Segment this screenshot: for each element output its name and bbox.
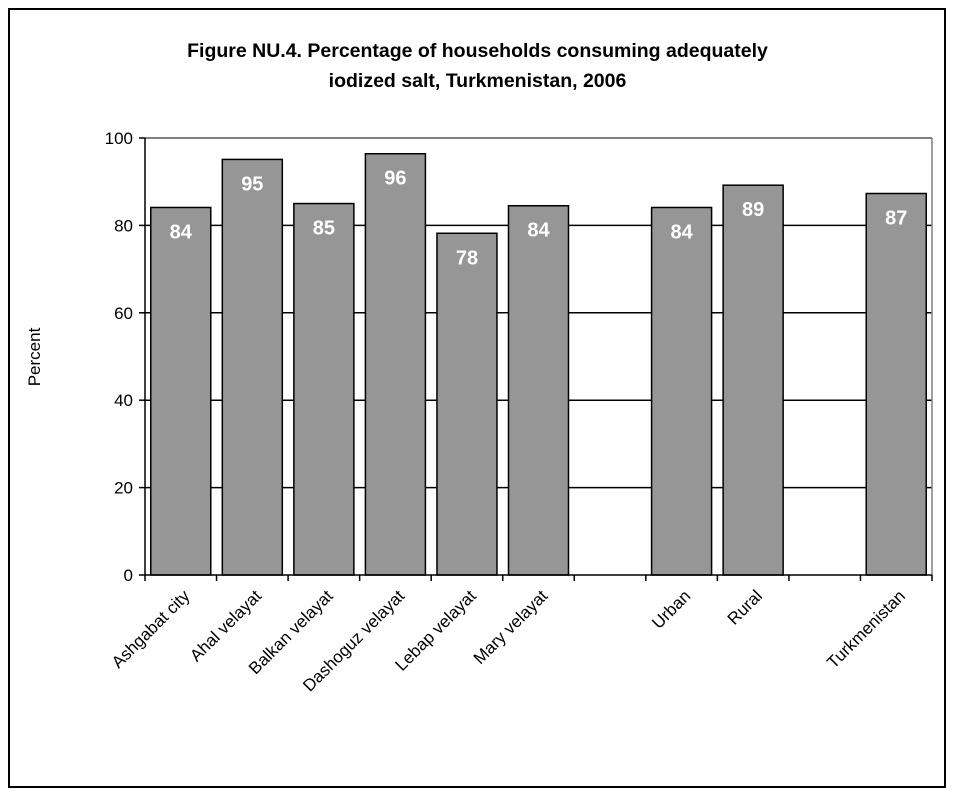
data-label: 96 xyxy=(384,168,406,190)
x-tick-label: Ashgabat city xyxy=(108,586,194,672)
x-tick-label: Rural xyxy=(724,586,766,628)
bar xyxy=(722,184,784,576)
bar xyxy=(650,206,713,576)
bar xyxy=(865,192,927,576)
y-tick-label: 80 xyxy=(114,216,133,235)
chart-title-line-1: Figure NU.4. Percentage of households co… xyxy=(187,40,768,62)
data-label: 89 xyxy=(742,199,764,221)
data-label: 95 xyxy=(241,173,263,195)
chart-title: Figure NU.4. Percentage of households co… xyxy=(0,36,955,96)
bar xyxy=(293,202,355,576)
bar xyxy=(364,152,427,576)
bar xyxy=(221,158,284,576)
data-label: 84 xyxy=(170,221,193,243)
data-label: 84 xyxy=(527,220,550,242)
x-tick-label: Ahal velayat xyxy=(186,586,265,665)
data-label: 78 xyxy=(456,247,478,269)
data-label: 85 xyxy=(313,218,335,240)
x-tick-label: Urban xyxy=(648,586,694,632)
y-tick-label: 40 xyxy=(114,391,133,410)
y-tick-label: 0 xyxy=(124,566,133,585)
x-tick-label: Turkmenistan xyxy=(823,586,909,672)
axes: 0 20 40 60 80 100 xyxy=(105,129,933,585)
data-label: 87 xyxy=(885,207,907,229)
y-tick-label: 60 xyxy=(114,304,133,323)
chart-title-line-2: iodized salt, Turkmenistan, 2006 xyxy=(328,70,627,92)
bars xyxy=(150,152,927,576)
bar xyxy=(150,206,212,576)
data-label: 84 xyxy=(670,221,693,243)
bar xyxy=(507,204,570,576)
bar xyxy=(436,232,498,576)
y-tick-label: 100 xyxy=(105,129,133,148)
y-axis-label: Percent xyxy=(25,327,44,386)
x-tick-label: Mary velayat xyxy=(470,586,552,668)
y-tick-label: 20 xyxy=(114,479,133,498)
